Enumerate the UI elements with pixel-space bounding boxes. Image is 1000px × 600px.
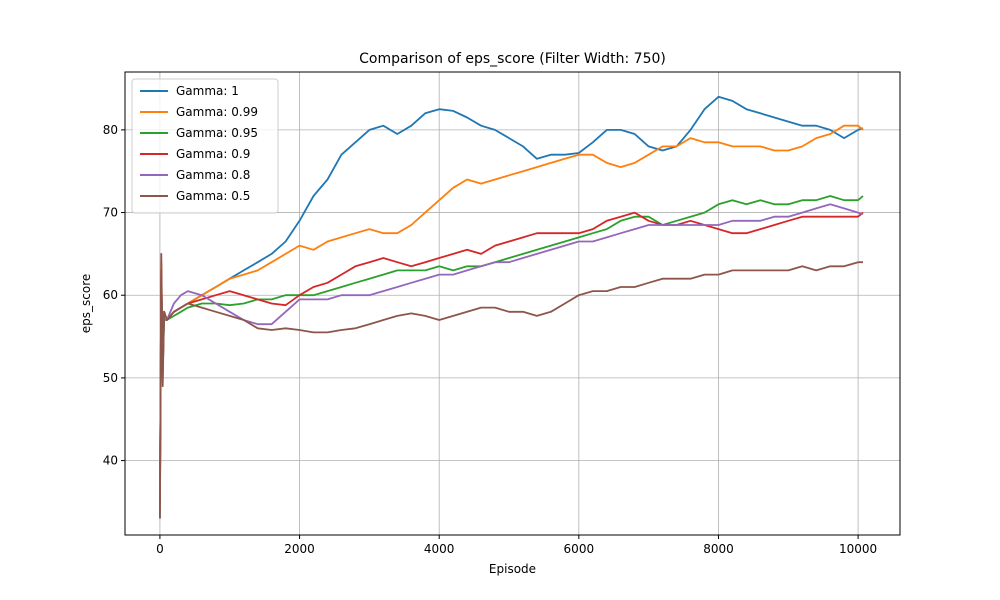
grid-lines (125, 72, 900, 535)
legend-entry-label: Gamma: 0.8 (176, 168, 250, 182)
legend-entry-label: Gamma: 1 (176, 84, 239, 98)
series-line-gamma-0-99 (159, 124, 864, 511)
y-tick-label: 70 (103, 206, 118, 220)
series-lines (159, 95, 864, 519)
y-tick-label: 80 (103, 123, 118, 137)
series-line-gamma-0-8 (159, 203, 864, 502)
chart-title: Comparison of eps_score (Filter Width: 7… (359, 51, 666, 67)
plot-area-frame (124, 71, 901, 536)
x-tick-label: 0 (156, 542, 164, 556)
legend-entry-label: Gamma: 0.9 (176, 147, 250, 161)
series-line-gamma-0-5 (159, 252, 863, 519)
x-tick-label: 10000 (839, 542, 877, 556)
axis-ticks: 0 2000 4000 6000 8000 10000 40 50 60 70 80 (103, 123, 877, 556)
x-tick-label: 6000 (564, 542, 595, 556)
x-tick-label: 2000 (284, 542, 315, 556)
legend-entry-label: Gamma: 0.5 (176, 189, 250, 203)
legend-entry-label: Gamma: 0.95 (176, 126, 258, 140)
y-tick-label: 40 (103, 454, 118, 468)
series-line-gamma-0-9 (159, 211, 864, 502)
y-tick-label: 50 (103, 371, 118, 385)
y-tick-label: 60 (103, 288, 118, 302)
legend: Gamma: 1 Gamma: 0.99 Gamma: 0.95 Gamma: 0.9… (131, 78, 279, 214)
legend-entry-label: Gamma: 0.99 (176, 105, 258, 119)
y-axis-label: eps_score (79, 274, 93, 334)
x-axis-label: Episode (489, 562, 536, 576)
x-tick-label: 8000 (703, 542, 734, 556)
legend-box (131, 78, 279, 214)
x-tick-label: 4000 (424, 542, 455, 556)
